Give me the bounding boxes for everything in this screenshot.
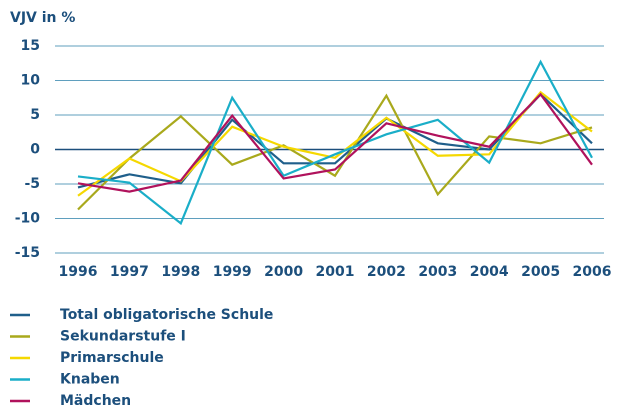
x-tick-label: 2006 [573,264,612,280]
x-tick-label: 1996 [59,264,98,280]
legend-label: Knaben [60,372,120,388]
x-tick-label: 1997 [110,264,149,280]
y-tick-label: -5 [24,176,40,192]
x-tick-label: 1998 [161,264,200,280]
legend-label: Primarschule [60,350,164,366]
y-tick-label: -15 [15,245,40,261]
y-tick-label: 0 [30,142,40,158]
legend-label: Total obligatorische Schule [60,307,273,323]
y-tick-label: -10 [15,211,41,227]
y-tick-label: 15 [21,38,40,54]
series-line [77,93,593,211]
x-tick-label: 2005 [521,264,560,280]
series-line [77,92,593,193]
x-tick-label: 1999 [213,264,252,280]
x-tick-label: 2002 [367,264,406,280]
y-axis-label: VJV in % [10,10,75,26]
x-tick-label: 2001 [316,264,355,280]
x-tick-label: 2000 [264,264,303,280]
series-line [77,59,593,226]
x-tick-label: 2003 [418,264,457,280]
series-line [77,90,593,197]
y-tick-label: 5 [30,107,40,123]
legend-label: Sekundarstufe I [60,329,186,345]
legend-label: Mädchen [60,393,131,409]
y-tick-label: 10 [21,73,41,89]
x-tick-label: 2004 [470,264,509,280]
